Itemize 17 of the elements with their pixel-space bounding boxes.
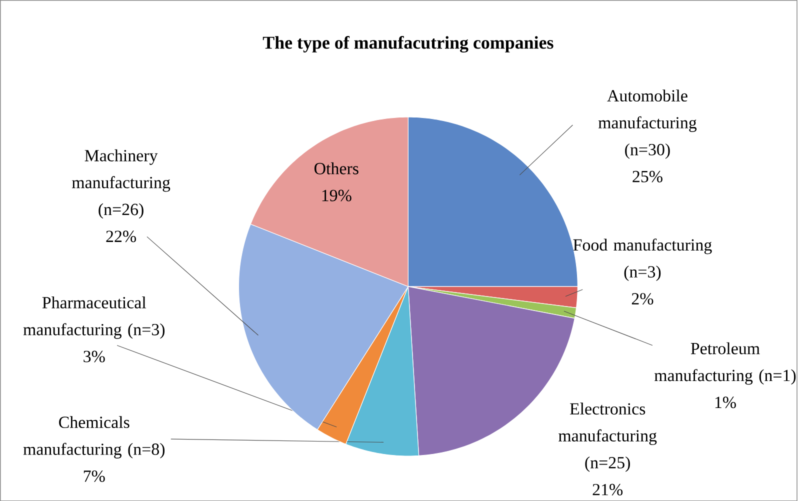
data-label: 3% bbox=[84, 350, 105, 362]
chart-title: The type of manufacutring companies bbox=[262, 36, 554, 52]
data-label: 21% bbox=[592, 484, 623, 496]
data-label: 2% bbox=[632, 292, 654, 304]
slice-label: Others bbox=[314, 162, 358, 174]
slice-label: Pharmaceutical manufacturing (n=3) bbox=[23, 296, 165, 339]
data-label: 22% bbox=[106, 230, 136, 242]
data-label: 7% bbox=[84, 470, 105, 482]
slice-label: Food manufacturing (n=3) bbox=[573, 238, 712, 281]
slice-label: Machinery manufacturing (n=26) bbox=[72, 149, 170, 218]
slice-label: Automobile manufacturing (n=30) bbox=[598, 89, 697, 159]
slice-label: Chemicals manufacturing (n=8) bbox=[23, 416, 165, 458]
data-label: 1% bbox=[715, 396, 736, 408]
slice-label: Electronics manufacturing (n=25) bbox=[558, 402, 657, 472]
slice-label: Petroleum manufacturing (n=1) bbox=[654, 342, 796, 385]
data-label: 19% bbox=[322, 190, 352, 202]
data-label: 25% bbox=[632, 170, 662, 182]
